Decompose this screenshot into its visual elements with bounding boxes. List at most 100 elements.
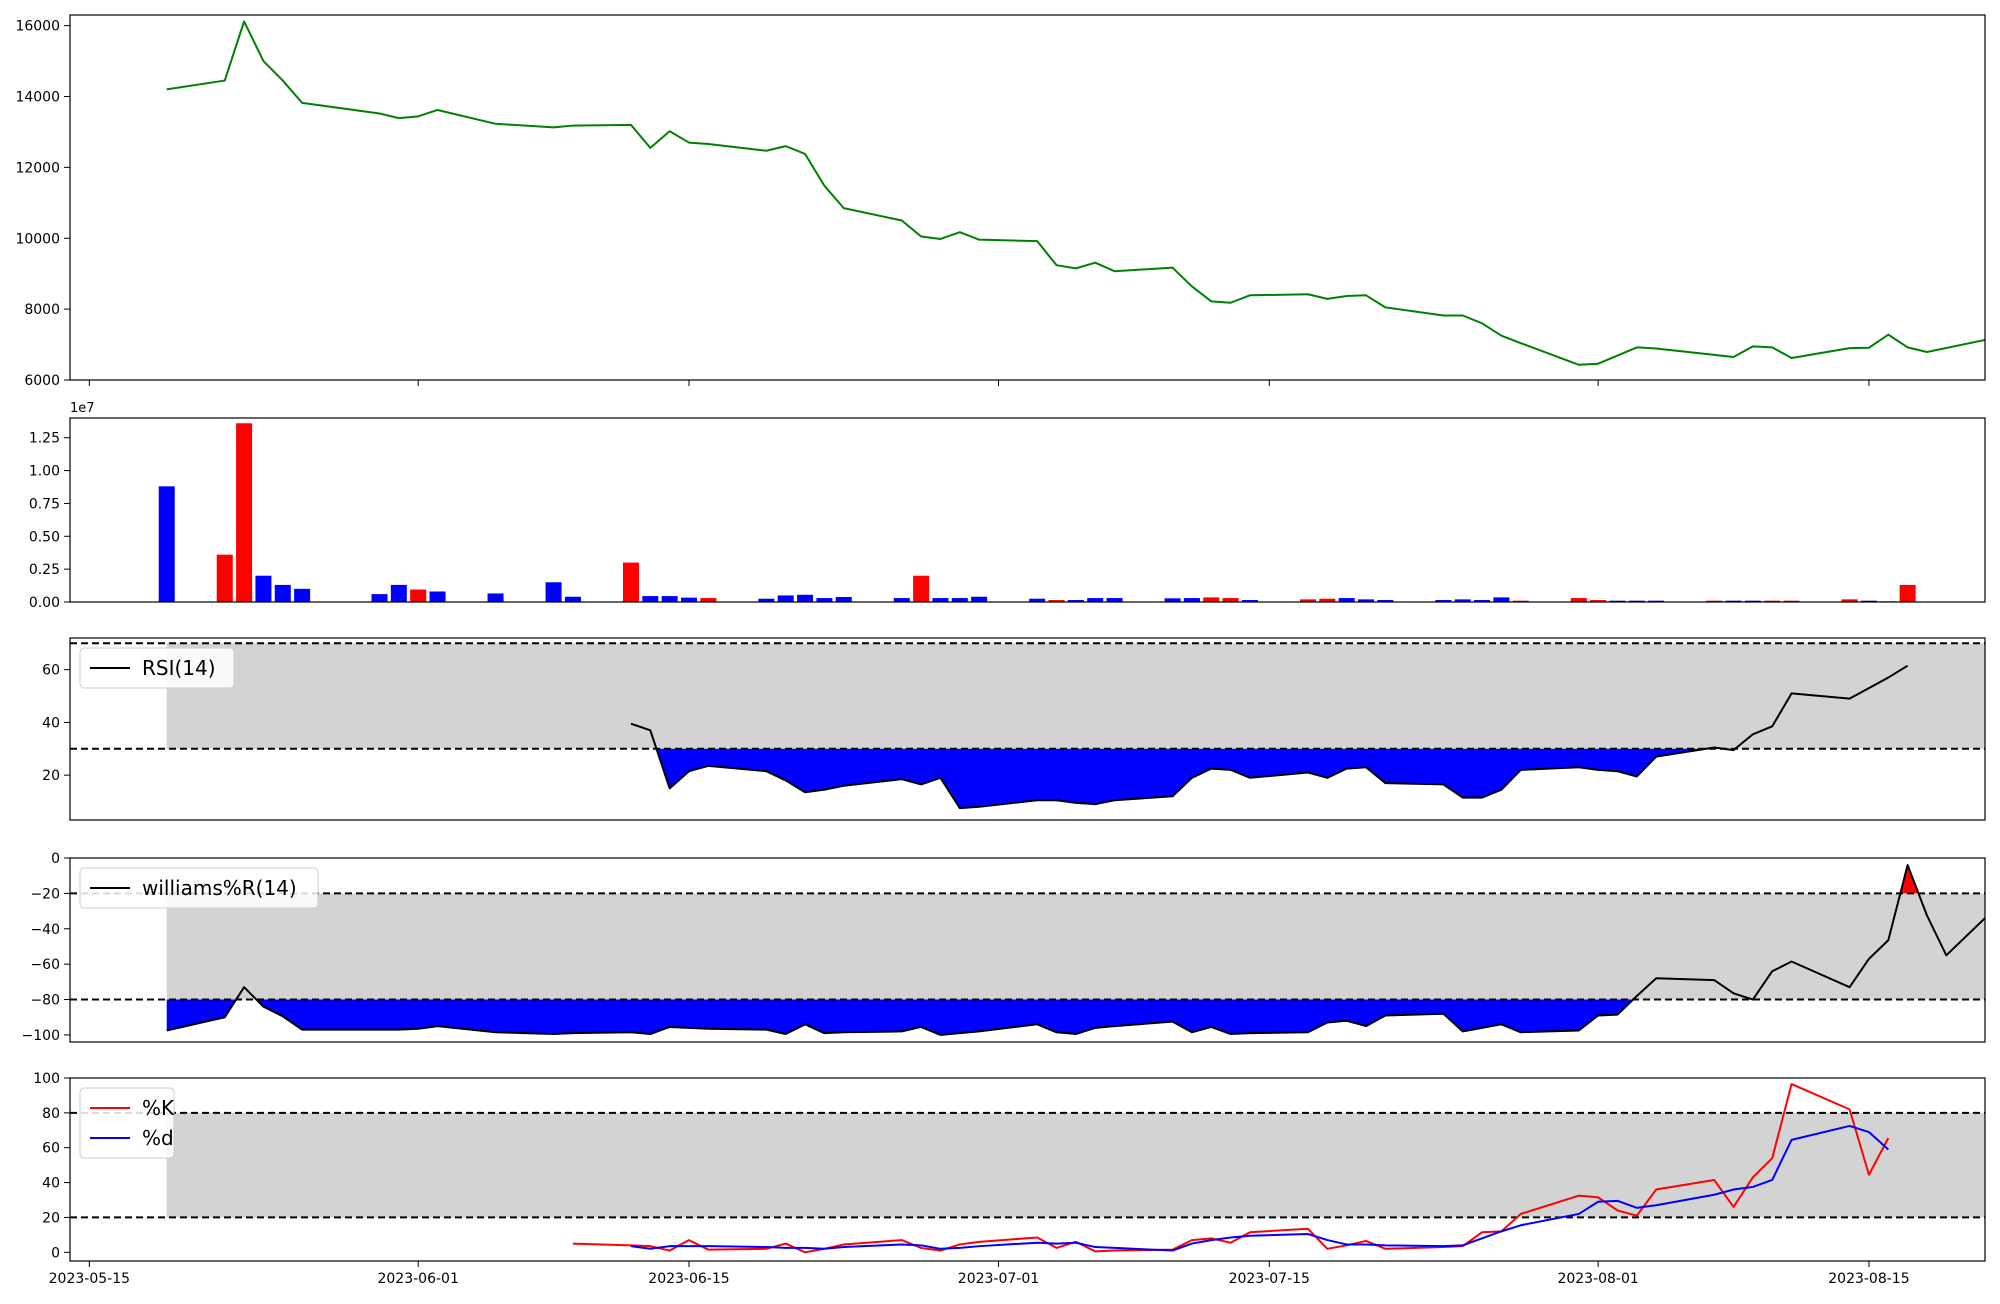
y-tick-label: 0.25 xyxy=(29,562,60,578)
volume-bar xyxy=(1725,600,1742,602)
volume-bar xyxy=(1609,600,1626,602)
volume-bar xyxy=(410,589,427,602)
price-axes-frame xyxy=(69,14,1986,381)
stochastic-series-line xyxy=(572,1083,1890,1254)
y-tick-label: −100 xyxy=(22,1028,60,1044)
volume-bar xyxy=(1783,600,1800,602)
y-tick-label: 80 xyxy=(42,1106,60,1122)
williams-r-series-line xyxy=(166,864,1986,1036)
volume-bar xyxy=(1435,600,1452,602)
volume-bar xyxy=(1899,584,1916,602)
y-tick-label: 1.25 xyxy=(29,431,60,447)
volume-bar xyxy=(777,595,794,602)
volume-bar xyxy=(274,584,291,602)
volume-bar xyxy=(1454,599,1471,602)
rsi-legend xyxy=(79,647,235,689)
stochastic-legend xyxy=(79,1087,175,1159)
y-tick-label: −80 xyxy=(30,993,60,1009)
x-tick-label: 2023-07-15 xyxy=(1229,1271,1310,1287)
volume-bar xyxy=(913,575,930,602)
volume-bar xyxy=(1493,597,1510,602)
y-tick-label: −20 xyxy=(30,886,60,902)
x-tick-label: 2023-06-15 xyxy=(648,1271,729,1287)
x-tick-label: 2023-06-01 xyxy=(377,1271,458,1287)
legend-label: RSI(14) xyxy=(142,656,216,680)
y-tick-label: 20 xyxy=(42,1210,60,1226)
volume-bar xyxy=(1377,600,1394,602)
stochastic-band xyxy=(166,1112,1986,1218)
x-tick-label: 2023-08-15 xyxy=(1828,1271,1909,1287)
y-tick-label: 6000 xyxy=(24,373,60,389)
williams-r-fill-above xyxy=(1900,865,1919,894)
volume-bar xyxy=(622,562,639,602)
volume-bar xyxy=(1106,598,1123,602)
y-tick-label: 10000 xyxy=(15,231,60,247)
volume-bar xyxy=(564,596,581,602)
volume-bar xyxy=(1338,598,1355,602)
volume-bar xyxy=(236,423,253,602)
volume-bar xyxy=(1087,598,1104,602)
volume-bar xyxy=(1744,600,1761,602)
stochastic-panel: 0 20 40 60 80 100 2023-05-15 2023-06-01 2023-06-… xyxy=(33,1071,1986,1287)
volume-bar xyxy=(1512,600,1529,602)
volume-bar xyxy=(429,591,446,602)
volume-bar xyxy=(971,596,988,602)
volume-bar xyxy=(390,584,407,602)
volume-bar xyxy=(1570,598,1587,602)
y-tick-label: 1.00 xyxy=(29,464,60,480)
rsi-panel: 20 40 60 RSI(14) xyxy=(42,637,1986,821)
volume-bar xyxy=(294,588,311,602)
volume-bar xyxy=(1358,599,1375,602)
y-tick-label: 16000 xyxy=(15,19,60,35)
volume-bar xyxy=(487,593,504,602)
volume-bar xyxy=(661,596,678,602)
volume-bar xyxy=(1048,600,1065,602)
volume-bar xyxy=(816,598,833,602)
williams-r-legend xyxy=(79,867,319,909)
y-tick-label: 40 xyxy=(42,1176,60,1192)
volume-bar xyxy=(797,594,814,602)
volume-bar xyxy=(700,598,717,602)
y-tick-label: 8000 xyxy=(24,302,60,318)
x-tick-label: 2023-07-01 xyxy=(958,1271,1039,1287)
volume-bar xyxy=(1183,598,1200,602)
volume-bar xyxy=(216,554,233,602)
volume-bar xyxy=(835,597,852,602)
rsi-fill-below xyxy=(656,748,1706,809)
stochastic-series-line xyxy=(630,1124,1889,1252)
y-tick-label: 60 xyxy=(42,663,60,679)
volume-bar xyxy=(1164,598,1181,602)
y-tick-label: 0.00 xyxy=(29,595,60,611)
legend-label: %d xyxy=(142,1126,174,1150)
volume-bar xyxy=(545,582,562,602)
volume-bar xyxy=(1648,600,1665,602)
rsi-band xyxy=(166,643,1986,749)
price-series-line xyxy=(166,20,1986,366)
volume-bar xyxy=(893,598,910,602)
volume-bar xyxy=(642,596,659,602)
volume-bar xyxy=(932,598,949,602)
volume-bar xyxy=(1067,600,1084,602)
y-tick-label: −60 xyxy=(30,957,60,973)
volume-bar xyxy=(680,597,697,602)
volume-bar xyxy=(1860,600,1877,602)
stochastic-axes-frame xyxy=(69,1077,1986,1262)
williams-r-fill-below xyxy=(256,999,1634,1035)
volume-bar xyxy=(1764,600,1781,602)
rsi-axes-frame xyxy=(69,637,1986,821)
williams-r-band xyxy=(166,893,1986,1000)
x-tick-label: 2023-05-15 xyxy=(49,1271,130,1287)
y-tick-label: 0 xyxy=(51,851,60,867)
volume-bar xyxy=(1241,600,1258,602)
volume-bar xyxy=(1319,598,1336,602)
y-tick-label: 60 xyxy=(42,1141,60,1157)
volume-bar xyxy=(1299,599,1316,602)
volume-bar xyxy=(1628,600,1645,602)
volume-bar xyxy=(1222,598,1239,602)
volume-bar xyxy=(371,594,388,602)
price-panel: 6000 8000 10000 12000 14000 16000 xyxy=(15,14,1986,389)
volume-bar xyxy=(158,486,175,602)
legend-label: %K xyxy=(142,1096,175,1120)
legend-label: williams%R(14) xyxy=(142,876,297,900)
